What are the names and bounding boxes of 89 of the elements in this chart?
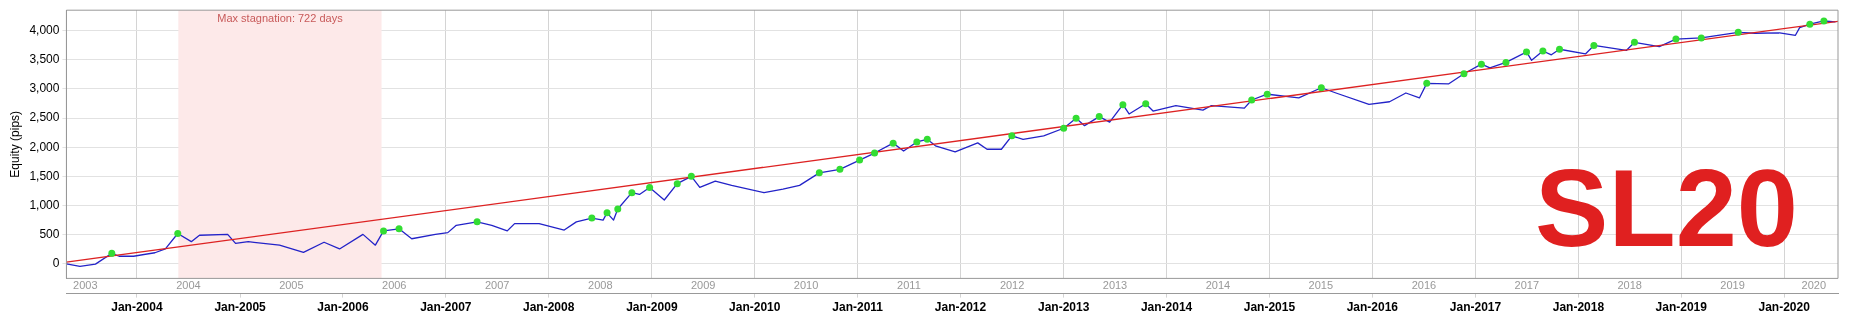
point (923, 135, 931, 143)
point (1317, 84, 1325, 92)
x-tick-label: Jan-2010 (729, 300, 781, 315)
point (1630, 38, 1638, 46)
point (871, 149, 879, 157)
point (856, 156, 864, 164)
x2-tick-label: 2004 (176, 279, 201, 292)
y-tick-label: 3,500 (29, 52, 60, 67)
point (1142, 100, 1150, 108)
x-tick-label: Jan-2012 (934, 300, 987, 315)
x2-tick-label: 2016 (1411, 279, 1437, 292)
x-tick-label: Jan-2019 (1655, 300, 1708, 315)
point (1697, 34, 1705, 42)
x-tick-label: Jan-2005 (214, 300, 267, 315)
point (1590, 41, 1598, 49)
point (1672, 35, 1680, 43)
point (380, 227, 388, 235)
x-tick-label: Jan-2015 (1243, 300, 1296, 315)
x2-tick-label: 2003 (73, 279, 98, 292)
point (1556, 45, 1564, 53)
point (1060, 124, 1068, 132)
y-tick-label: 1,500 (29, 168, 60, 183)
point (588, 214, 596, 222)
point (1734, 28, 1742, 36)
x-tick-label: Jan-2008 (523, 300, 575, 315)
x2-tick-label: 2020 (1801, 279, 1826, 292)
x-tick-label: Jan-2011 (832, 300, 884, 315)
point (1539, 47, 1547, 55)
x2-tick-label: 2012 (999, 279, 1025, 292)
point (1008, 132, 1016, 140)
annotation: SL20 (1535, 145, 1798, 269)
x2-tick-label: 2009 (690, 279, 716, 292)
x-tick-label: Jan-2014 (1140, 300, 1193, 315)
point (1072, 114, 1080, 122)
point (1806, 20, 1814, 28)
point (395, 225, 403, 233)
y-tick-label: 500 (39, 226, 60, 241)
x2-tick-label: 2017 (1514, 279, 1540, 292)
point (108, 249, 116, 257)
y-tick-label: 0 (52, 256, 60, 271)
x2-tick-label: 2011 (897, 279, 921, 292)
point (1523, 48, 1531, 56)
point (1820, 17, 1828, 25)
x-tick-label: Jan-2007 (420, 300, 472, 315)
x2-tick-label: 2019 (1720, 279, 1745, 292)
point (1095, 113, 1103, 121)
x-tick-label: Jan-2009 (626, 300, 678, 315)
point (473, 218, 481, 226)
point (603, 209, 611, 217)
point (1119, 101, 1127, 109)
point (673, 180, 681, 188)
x2-tick-label: 2007 (484, 279, 510, 292)
x-tick-label: Jan-2006 (317, 300, 369, 315)
x2-tick-label: 2013 (1102, 279, 1128, 292)
x2-tick-label: 2006 (382, 279, 407, 292)
point (646, 183, 654, 191)
point (614, 205, 622, 213)
point (1477, 60, 1485, 68)
y-axis-title: Equity (pips) (7, 110, 22, 178)
x2-tick-label: 2010 (793, 279, 819, 292)
x-tick-label: Jan-2013 (1038, 300, 1090, 315)
point (174, 230, 182, 238)
point (836, 165, 844, 173)
x2-tick-label: 2018 (1617, 279, 1642, 292)
x2-tick-label: 2015 (1308, 279, 1334, 292)
x2-tick-label: 2008 (588, 279, 613, 292)
y-tick-label: 2,000 (29, 139, 60, 154)
x2-tick-label: 2014 (1205, 279, 1231, 292)
point (1263, 90, 1271, 98)
point (1248, 96, 1256, 104)
x-tick-label: Jan-2018 (1552, 300, 1605, 315)
point (815, 169, 823, 177)
x-tick-label: Jan-2016 (1346, 300, 1399, 315)
y-tick-label: 1,000 (29, 197, 60, 212)
point (1502, 58, 1510, 66)
point (913, 138, 921, 146)
point (889, 139, 897, 147)
y-tick-label: 2,500 (29, 110, 60, 125)
point (1423, 79, 1431, 87)
point (628, 189, 636, 197)
band-label: Max stagnation: 722 days (217, 11, 344, 24)
x-tick-label: Jan-2020 (1758, 300, 1811, 315)
y-tick-label: 3,000 (29, 81, 60, 96)
x-tick-label: Jan-2004 (111, 300, 163, 315)
x2-tick-label: 2005 (279, 279, 304, 292)
x-tick-label: Jan-2017 (1449, 300, 1502, 315)
point (687, 172, 695, 180)
y-tick-label: 4,000 (29, 22, 60, 37)
point (1460, 70, 1468, 78)
